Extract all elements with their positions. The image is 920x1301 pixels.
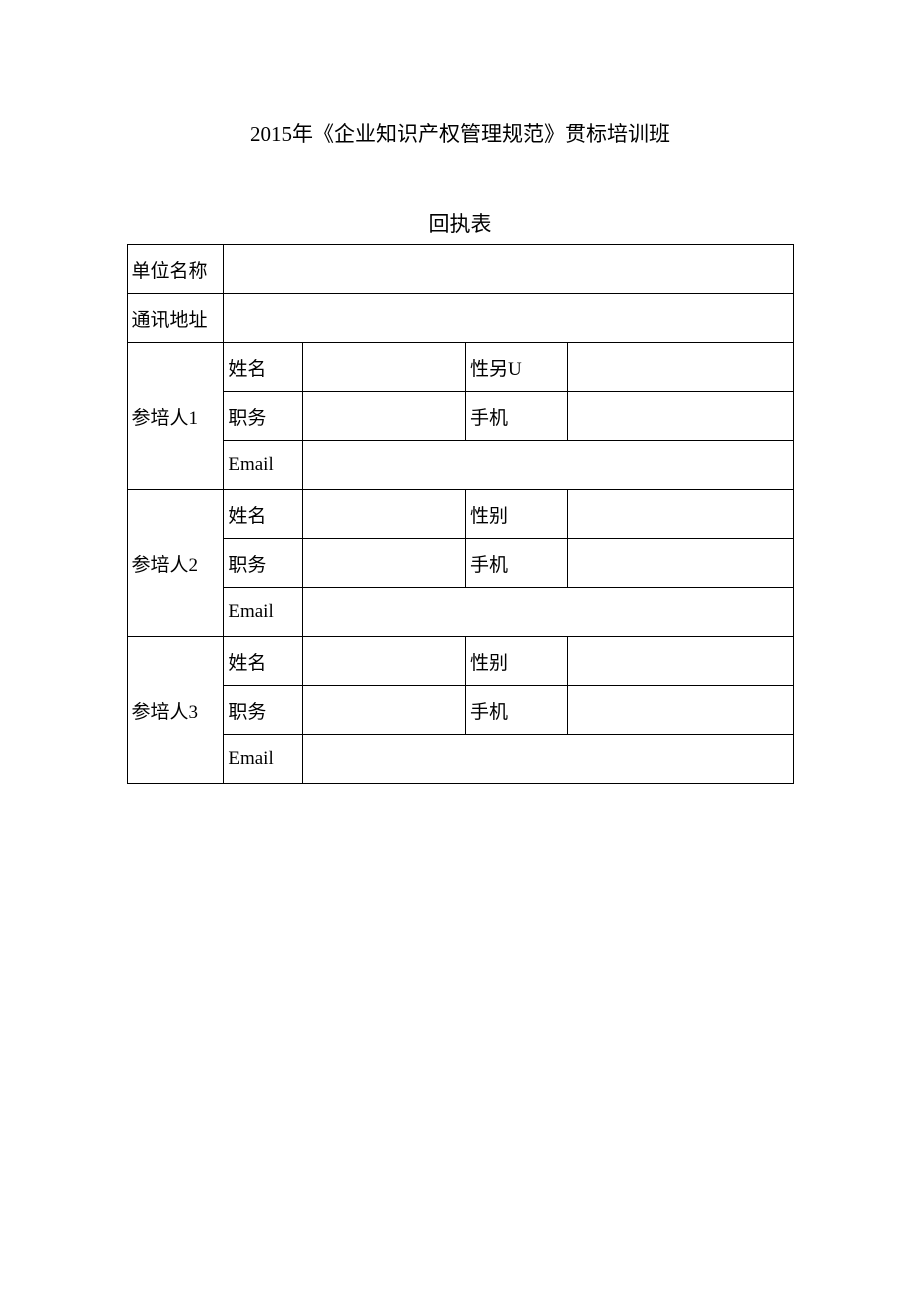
p3-name-label: 姓名 (224, 637, 303, 686)
p2-phone-label: 手机 (466, 539, 568, 588)
p3-email-value (303, 735, 793, 784)
participant-3-label: 参培人3 (127, 637, 224, 784)
p2-position-value (303, 539, 466, 588)
p3-gender-label: 性别 (466, 637, 568, 686)
table-row: 通讯地址 (127, 294, 793, 343)
page-subtitle: 回执表 (0, 208, 920, 238)
p2-email-value (303, 588, 793, 637)
table-row: 职务 手机 (127, 539, 793, 588)
p3-email-label: Email (224, 735, 303, 784)
p1-name-value (303, 343, 466, 392)
p2-name-value (303, 490, 466, 539)
page-title: 2015年《企业知识产权管理规范》贯标培训班 (0, 118, 920, 148)
p2-name-label: 姓名 (224, 490, 303, 539)
table-row: Email (127, 735, 793, 784)
org-name-label: 单位名称 (127, 245, 224, 294)
table-row: Email (127, 588, 793, 637)
table-row: 参培人1 姓名 性另U (127, 343, 793, 392)
address-label: 通讯地址 (127, 294, 224, 343)
address-value (224, 294, 793, 343)
p3-phone-value (567, 686, 793, 735)
p2-gender-value (567, 490, 793, 539)
p1-position-value (303, 392, 466, 441)
p1-gender-value (567, 343, 793, 392)
p2-phone-value (567, 539, 793, 588)
table-row: 职务 手机 (127, 686, 793, 735)
table-row: Email (127, 441, 793, 490)
table-row: 参培人2 姓名 性别 (127, 490, 793, 539)
p2-email-label: Email (224, 588, 303, 637)
p1-phone-label: 手机 (466, 392, 568, 441)
org-name-value (224, 245, 793, 294)
p1-email-label: Email (224, 441, 303, 490)
table-row: 参培人3 姓名 性别 (127, 637, 793, 686)
table-row: 单位名称 (127, 245, 793, 294)
p2-position-label: 职务 (224, 539, 303, 588)
p3-position-label: 职务 (224, 686, 303, 735)
p1-phone-value (567, 392, 793, 441)
p1-position-label: 职务 (224, 392, 303, 441)
p3-phone-label: 手机 (466, 686, 568, 735)
p1-name-label: 姓名 (224, 343, 303, 392)
p2-gender-label: 性别 (466, 490, 568, 539)
p3-position-value (303, 686, 466, 735)
participant-1-label: 参培人1 (127, 343, 224, 490)
table-row: 职务 手机 (127, 392, 793, 441)
p3-gender-value (567, 637, 793, 686)
p1-gender-label: 性另U (466, 343, 568, 392)
participant-2-label: 参培人2 (127, 490, 224, 637)
p3-name-value (303, 637, 466, 686)
receipt-form-table: 单位名称 通讯地址 参培人1 姓名 性另U 职务 手机 Email 参培人2 姓… (127, 244, 794, 784)
p1-email-value (303, 441, 793, 490)
